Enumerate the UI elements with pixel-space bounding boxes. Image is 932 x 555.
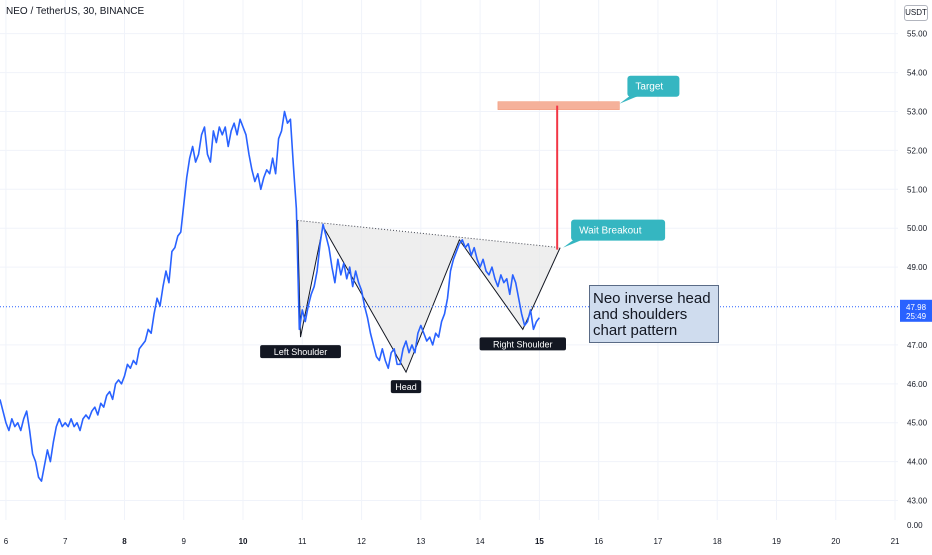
- y-tick-label: 47.00: [907, 341, 928, 350]
- x-tick-label: 17: [653, 537, 662, 546]
- x-tick-label: 18: [713, 537, 722, 546]
- y-tick-label: 49.00: [907, 263, 928, 272]
- callout-pointer: [619, 94, 642, 104]
- callout-text: Wait Breakout: [579, 226, 642, 237]
- x-tick-label: 15: [535, 537, 544, 546]
- target-bar: [497, 101, 620, 110]
- callout-box: [627, 75, 680, 97]
- x-tick-label: 14: [476, 537, 485, 546]
- annotation-note[interactable]: Neo inverse head and shoulders chart pat…: [589, 285, 719, 343]
- x-tick-label: 19: [772, 537, 781, 546]
- chart-title[interactable]: NEO / TetherUS, 30, BINANCE: [6, 6, 145, 17]
- callout-text: Target: [635, 82, 663, 93]
- price-layer: [0, 110, 898, 482]
- x-tick-label: 16: [594, 537, 603, 546]
- note-line-2: and shoulders: [593, 306, 688, 323]
- currency-badge[interactable]: USDT: [904, 5, 928, 21]
- y-tick-label: 45.00: [907, 419, 928, 428]
- pattern-zigzag: [297, 220, 561, 374]
- price-line: [0, 110, 541, 482]
- pattern-label: Head: [395, 382, 417, 392]
- x-tick-label: 8: [122, 537, 127, 546]
- neckline: [297, 219, 561, 249]
- x-tick-label: 20: [831, 537, 840, 546]
- pattern-label-box: [479, 337, 566, 351]
- note-line-1: Neo inverse head: [593, 290, 711, 307]
- pattern-label: Right Shoulder: [493, 339, 553, 349]
- x-tick-label: 9: [182, 537, 187, 546]
- y-tick-label: 51.00: [907, 185, 928, 194]
- callout-box: [571, 219, 666, 241]
- x-tick-label: 6: [4, 537, 9, 546]
- x-tick-label: 21: [891, 537, 900, 546]
- y-tick-label: 53.00: [907, 107, 928, 116]
- note-line-3: chart pattern: [593, 322, 678, 339]
- callout-pointer: [563, 238, 586, 248]
- pattern-layer: [297, 219, 561, 374]
- current-price-label: 47.98: [906, 303, 927, 312]
- y-tick-label: 55.00: [907, 30, 928, 39]
- pattern-fill: [297, 220, 561, 373]
- pattern-label: Left Shoulder: [274, 347, 328, 357]
- y-tick-label: 46.00: [907, 380, 928, 389]
- x-tick-label: 10: [239, 537, 248, 546]
- y-tick-label: 44.00: [907, 458, 928, 467]
- current-price-tag: [900, 299, 932, 322]
- y-tick-label: 50.00: [907, 224, 928, 233]
- x-tick-label: 11: [298, 537, 307, 546]
- overlay-layer: Left Shoulder Head Right Shoulder Target Wai…: [260, 75, 680, 394]
- y-tick-label: 43.00: [907, 497, 928, 506]
- y-tick-label: 54.00: [907, 69, 928, 78]
- pattern-label-box: [390, 380, 422, 394]
- x-tick-label: 12: [357, 537, 366, 546]
- pattern-label-box: [260, 345, 341, 359]
- current-price-countdown: 25:49: [906, 312, 927, 321]
- axis-layer: 55.00 54.00 53.00 52.00 51.00 50.00 49.00 47.00…: [4, 30, 932, 546]
- y-tick-label: 52.00: [907, 146, 928, 155]
- y-tick-label-bottom: 0.00: [907, 521, 923, 530]
- x-tick-label: 7: [63, 537, 68, 546]
- x-tick-label: 13: [416, 537, 425, 546]
